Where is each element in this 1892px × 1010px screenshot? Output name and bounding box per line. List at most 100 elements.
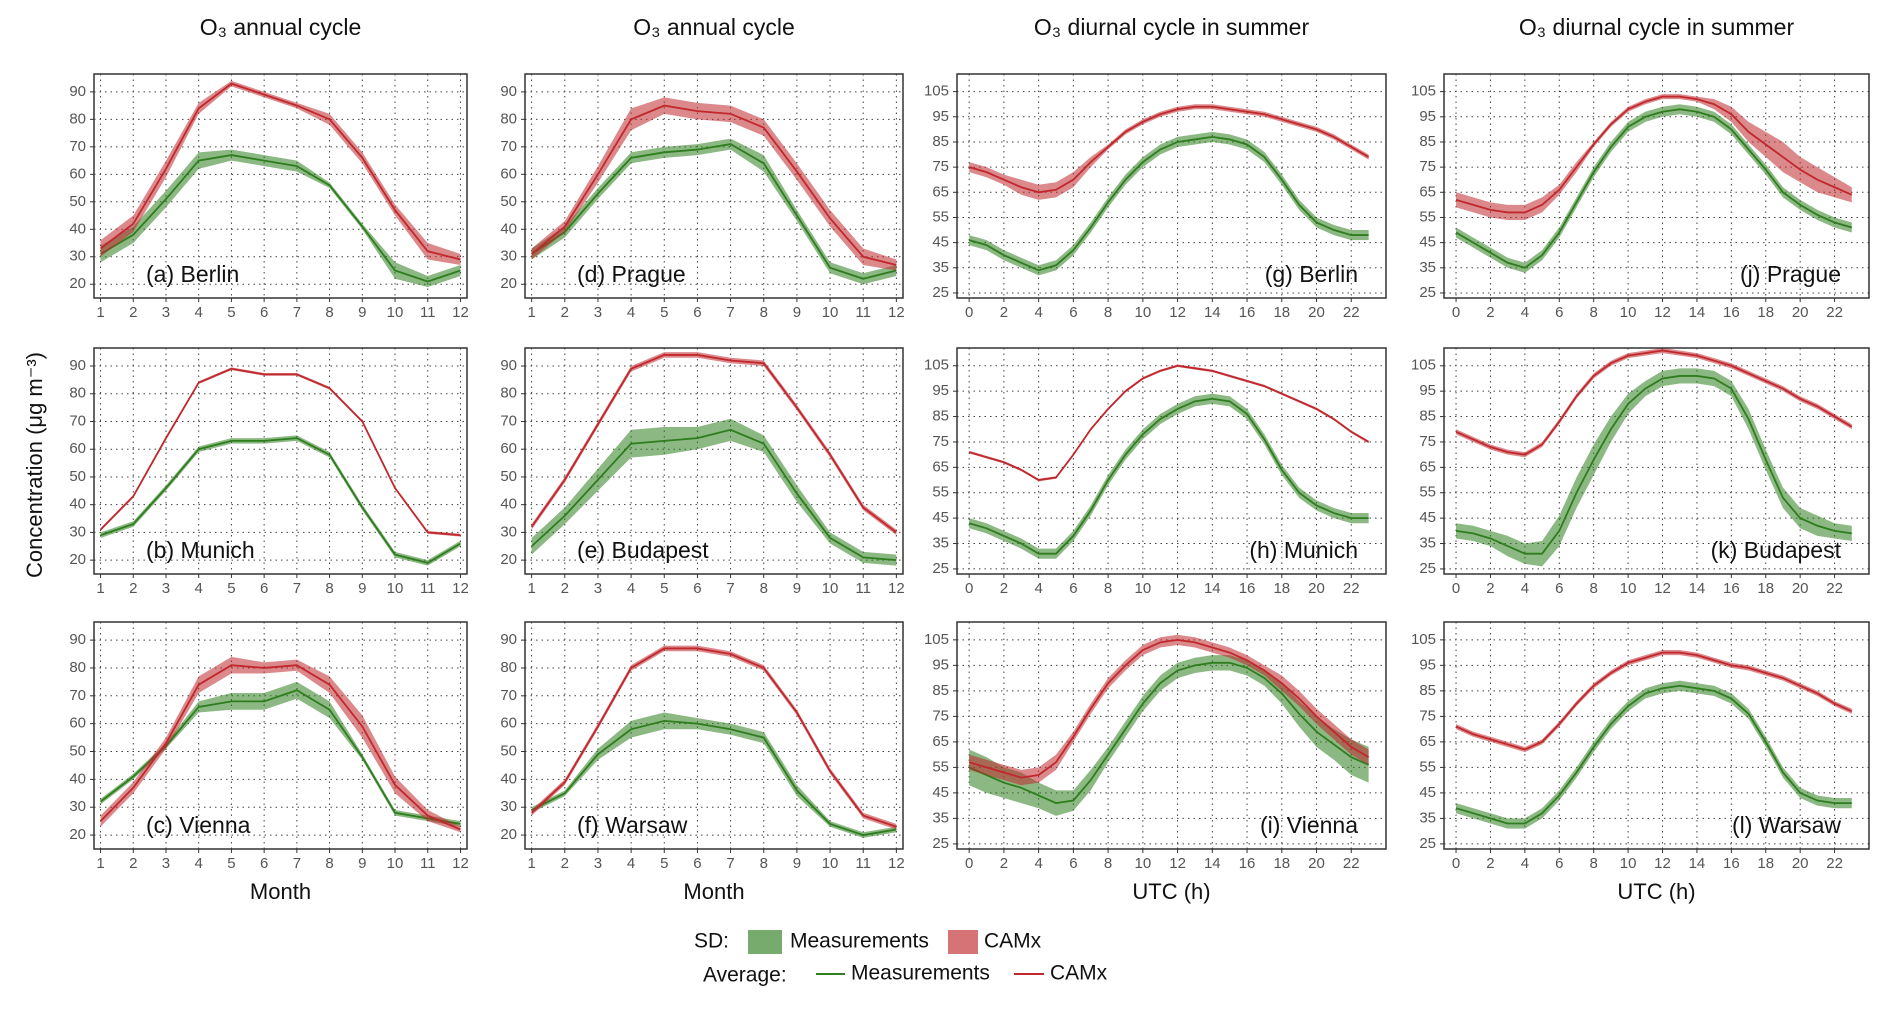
y-tick-label: 65: [1419, 733, 1436, 750]
plot-frame: [956, 621, 1387, 850]
y-tick-label: 35: [1419, 534, 1436, 551]
y-tick-label: 55: [1419, 208, 1436, 225]
x-tick-label: 1: [96, 855, 104, 872]
x-tick-label: 20: [1308, 855, 1325, 872]
plot-frame: [93, 621, 468, 850]
x-tick-label: 6: [1069, 304, 1077, 321]
x-tick-label: 4: [195, 855, 203, 872]
y-tick-label: 30: [500, 248, 517, 265]
x-tick-label: 2: [1486, 855, 1494, 872]
x-tick-label: 4: [195, 580, 203, 597]
x-tick-label: 6: [1555, 580, 1563, 597]
x-tick-label: 18: [1757, 580, 1774, 597]
x-axis-label: Month: [683, 879, 744, 904]
mean-line: [100, 437, 461, 564]
x-tick-label: 10: [387, 580, 404, 597]
x-tick-label: 6: [1555, 304, 1563, 321]
y-tick-label: 75: [932, 707, 949, 724]
y-tick-label: 55: [1419, 484, 1436, 501]
y-tick-label: 50: [500, 193, 517, 210]
x-tick-label: 4: [1034, 855, 1042, 872]
panel-title: O₃ diurnal cycle in summer: [1519, 14, 1795, 40]
mean-line: [968, 397, 1369, 555]
mean-line: [968, 136, 1369, 272]
y-tick-label: 35: [932, 259, 949, 276]
x-tick-label: 2: [129, 580, 137, 597]
x-tick-label: 16: [1723, 580, 1740, 597]
x-tick-label: 8: [1590, 304, 1598, 321]
x-tick-label: 3: [162, 304, 170, 321]
x-tick-label: 3: [594, 580, 602, 597]
sd-band: [1456, 680, 1852, 829]
plot-area: [1444, 622, 1869, 849]
x-tick-label: 5: [660, 304, 668, 321]
x-tick-label: 10: [822, 855, 839, 872]
x-tick-label: 10: [1620, 580, 1637, 597]
panel-label: (i) Vienna: [1260, 812, 1358, 838]
x-tick-label: 0: [1452, 855, 1460, 872]
panel-title: O₃ annual cycle: [200, 14, 362, 40]
x-tick-label: 14: [1689, 304, 1706, 321]
x-tick-label: 5: [227, 304, 235, 321]
plot-frame: [524, 621, 904, 850]
y-tick-label: 45: [932, 234, 949, 251]
x-tick-label: 9: [793, 855, 801, 872]
x-tick-label: 9: [358, 855, 366, 872]
x-tick-label: 14: [1689, 580, 1706, 597]
y-tick-label: 25: [1419, 560, 1436, 577]
y-tick-label: 85: [932, 682, 949, 699]
y-tick-label: 55: [932, 208, 949, 225]
sd-band: [531, 352, 897, 536]
x-tick-label: 0: [965, 304, 973, 321]
x-tick-label: 2: [1486, 304, 1494, 321]
y-tick-label: 25: [1419, 835, 1436, 852]
y-tick-label: 25: [932, 835, 949, 852]
y-tick-label: 90: [69, 631, 86, 648]
y-tick-label: 35: [1419, 809, 1436, 826]
y-tick-label: 50: [69, 742, 86, 759]
y-tick-label: 95: [932, 656, 949, 673]
x-tick-label: 8: [1104, 580, 1112, 597]
y-tick-label: 40: [69, 770, 86, 787]
x-tick-label: 7: [726, 855, 734, 872]
mean-line: [968, 364, 1370, 481]
x-tick-label: 22: [1343, 304, 1360, 321]
x-tick-label: 12: [1169, 855, 1186, 872]
x-tick-label: 20: [1792, 580, 1809, 597]
y-tick-label: 95: [932, 108, 949, 125]
x-tick-label: 8: [760, 580, 768, 597]
y-tick-label: 30: [69, 248, 86, 265]
panel-label: (c) Vienna: [146, 812, 251, 838]
y-tick-label: 30: [500, 523, 517, 540]
y-tick-label: 20: [69, 826, 86, 843]
x-tick-label: 1: [527, 580, 535, 597]
y-tick-label: 60: [500, 165, 517, 182]
y-tick-label: 95: [1419, 108, 1436, 125]
y-tick-label: 45: [1419, 784, 1436, 801]
plot-area: [525, 348, 903, 574]
panel-label: (k) Budapest: [1711, 537, 1842, 563]
x-tick-label: 12: [888, 304, 905, 321]
x-tick-label: 20: [1308, 304, 1325, 321]
mean-line: [1455, 349, 1853, 456]
x-tick-label: 9: [793, 304, 801, 321]
y-tick-label: 25: [932, 560, 949, 577]
x-tick-label: 6: [260, 855, 268, 872]
y-tick-label: 85: [1419, 408, 1436, 425]
x-axis-label: Month: [250, 879, 311, 904]
y-tick-label: 70: [69, 412, 86, 429]
y-tick-label: 55: [1419, 758, 1436, 775]
panel-label: (f) Warsaw: [577, 812, 688, 838]
mean-line: [531, 143, 897, 280]
sd-band: [1456, 368, 1852, 567]
y-tick-label: 80: [500, 110, 517, 127]
y-tick-label: 75: [1419, 158, 1436, 175]
y-tick-label: 85: [932, 133, 949, 150]
y-tick-label: 70: [500, 687, 517, 704]
x-tick-label: 6: [693, 580, 701, 597]
x-tick-label: 1: [96, 580, 104, 597]
y-tick-label: 35: [932, 809, 949, 826]
y-tick-label: 85: [1419, 682, 1436, 699]
y-tick-label: 105: [924, 631, 949, 648]
mean-line: [531, 428, 897, 562]
